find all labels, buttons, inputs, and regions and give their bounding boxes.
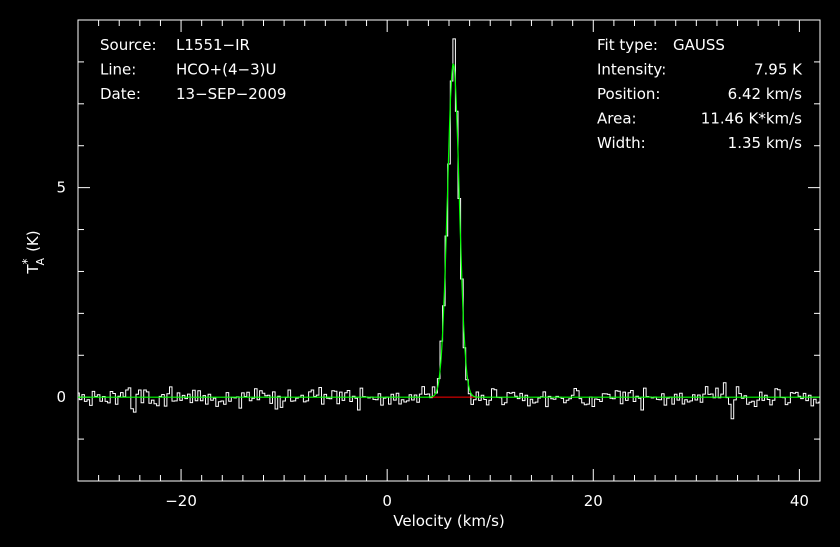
x-tick-label: −20: [165, 492, 197, 510]
y-tick-label: 0: [56, 388, 66, 406]
x-tick-label: 40: [790, 492, 809, 510]
info-right-key: Area:: [597, 110, 637, 128]
info-right-value: 11.46 K*km/s: [701, 110, 802, 128]
x-axis-title: Velocity (km/s): [393, 512, 504, 530]
info-right-key: Intensity:: [597, 61, 666, 79]
info-block-right: Fit type: GAUSS Intensity: 7.95 K Position: 6…: [597, 36, 803, 152]
series-line-spectrum: [78, 38, 820, 420]
y-axis-title-sup: *: [20, 258, 34, 264]
info-left-value: 13−SEP−2009: [176, 85, 286, 103]
series-line-gauss-fit: [78, 63, 820, 398]
info-right-value: 6.42 km/s: [728, 85, 803, 103]
x-tick-label: 0: [382, 492, 392, 510]
info-left-value: L1551−IR: [176, 36, 250, 54]
y-axis-title-unit: (K): [24, 230, 42, 252]
info-left-value: HCO+(4−3)U: [176, 61, 276, 79]
info-right-key: Position:: [597, 85, 660, 103]
info-block-left: Source: L1551−IR Line: HCO+(4−3)U Date: 13−SE…: [100, 36, 286, 103]
info-left-key: Date:: [100, 85, 141, 103]
x-axis-ticks: −20 0 20 40: [77, 20, 821, 510]
svg-text:T*A(K): T*A (K): [20, 230, 47, 274]
y-axis-title-main: T: [24, 264, 42, 275]
y-axis-ticks: 05: [56, 19, 820, 482]
info-right-key: Fit type:: [597, 36, 658, 54]
series-group: [78, 38, 820, 420]
y-axis-title-sub: A: [34, 257, 47, 265]
y-tick-label: 5: [56, 179, 66, 197]
y-axis-title: T*A (K): [20, 230, 47, 274]
x-tick-label: 20: [584, 492, 603, 510]
info-right-key: Width:: [597, 134, 646, 152]
info-right-value: 7.95 K: [754, 61, 803, 79]
info-right-value: 1.35 km/s: [728, 134, 803, 152]
info-left-key: Source:: [100, 36, 157, 54]
info-left-key: Line:: [100, 61, 136, 79]
info-right-value: GAUSS: [673, 36, 725, 54]
